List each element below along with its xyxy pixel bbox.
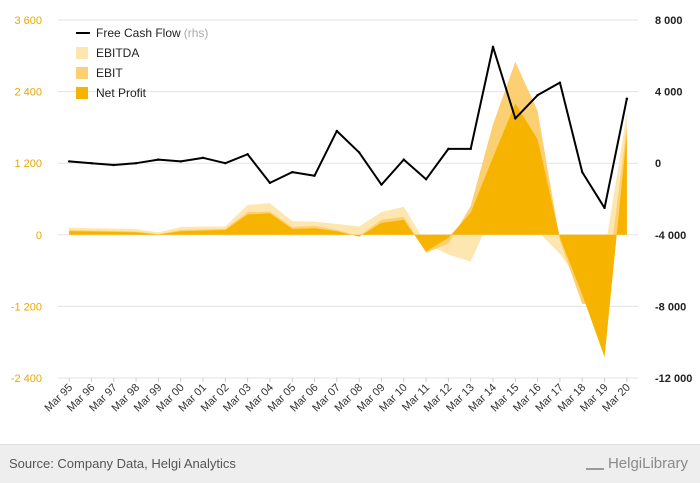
point-free-cash-flow xyxy=(424,178,428,181)
point-free-cash-flow xyxy=(157,158,160,161)
point-free-cash-flow xyxy=(67,160,71,163)
left-tick-label: 2 400 xyxy=(14,87,42,99)
legend-label: Free Cash Flow (rhs) xyxy=(96,26,208,40)
chart: -2 400 -1 200 0 1 200 2 400 3 600 -12 000 -8 0… xyxy=(11,15,693,414)
right-tick-label: 8 000 xyxy=(655,15,683,27)
point-free-cash-flow xyxy=(246,153,249,156)
legend-swatch xyxy=(76,47,88,59)
right-tick-label: -12 000 xyxy=(655,373,692,385)
legend-label: EBIT xyxy=(96,66,123,80)
point-free-cash-flow xyxy=(447,147,450,151)
left-tick-label: -1 200 xyxy=(11,301,42,313)
area-net-profit xyxy=(69,103,627,358)
right-tick-label: -4 000 xyxy=(655,230,686,242)
point-free-cash-flow xyxy=(491,45,495,49)
line-free-cash-flow xyxy=(69,45,628,209)
point-free-cash-flow xyxy=(179,160,182,163)
legend-swatch xyxy=(76,87,88,99)
source-note: Source: Company Data, Helgi Analytics xyxy=(9,456,236,471)
point-free-cash-flow xyxy=(112,163,115,167)
library-icon xyxy=(585,454,604,470)
point-free-cash-flow xyxy=(224,162,227,165)
point-free-cash-flow xyxy=(402,158,405,161)
point-free-cash-flow xyxy=(134,162,138,165)
point-free-cash-flow xyxy=(625,97,629,100)
left-axis-ticks: -2 400 -1 200 0 1 200 2 400 3 600 xyxy=(11,15,42,385)
point-free-cash-flow xyxy=(268,181,272,185)
line-series xyxy=(67,45,629,210)
point-free-cash-flow xyxy=(335,129,339,133)
right-tick-label: 4 000 xyxy=(655,87,683,99)
point-free-cash-flow xyxy=(469,147,472,151)
left-tick-label: 1 200 xyxy=(14,158,42,170)
area-series xyxy=(69,61,627,358)
left-tick-label: 3 600 xyxy=(14,15,42,27)
right-axis-ticks: -12 000 -8 000 -4 000 0 4 000 8 000 xyxy=(655,15,692,385)
left-tick-label: -2 400 xyxy=(11,373,42,385)
point-free-cash-flow xyxy=(291,170,294,174)
brand-name: HelgiLibrary xyxy=(607,455,688,472)
point-free-cash-flow xyxy=(90,162,93,165)
legend-label: EBITDA xyxy=(96,46,139,60)
legend-label: Net Profit xyxy=(96,86,147,100)
left-tick-label: 0 xyxy=(36,230,42,242)
point-free-cash-flow xyxy=(201,156,205,160)
point-free-cash-flow xyxy=(357,151,361,154)
point-free-cash-flow xyxy=(536,93,539,97)
point-free-cash-flow xyxy=(603,206,606,210)
point-free-cash-flow xyxy=(380,183,383,186)
footer: Source: Company Data, Helgi Analytics He… xyxy=(0,444,700,483)
brand-logo: HelgiLibrary xyxy=(585,454,688,472)
point-free-cash-flow xyxy=(558,81,562,84)
point-free-cash-flow xyxy=(581,170,584,174)
legend-sublabel: (rhs) xyxy=(184,26,209,40)
point-free-cash-flow xyxy=(514,117,517,120)
right-tick-label: -8 000 xyxy=(655,301,686,313)
point-free-cash-flow xyxy=(313,174,316,177)
legend: Free Cash Flow (rhs) EBITDA EBIT Net Profit xyxy=(76,26,208,100)
legend-swatch xyxy=(76,67,88,79)
right-tick-label: 0 xyxy=(655,158,661,170)
